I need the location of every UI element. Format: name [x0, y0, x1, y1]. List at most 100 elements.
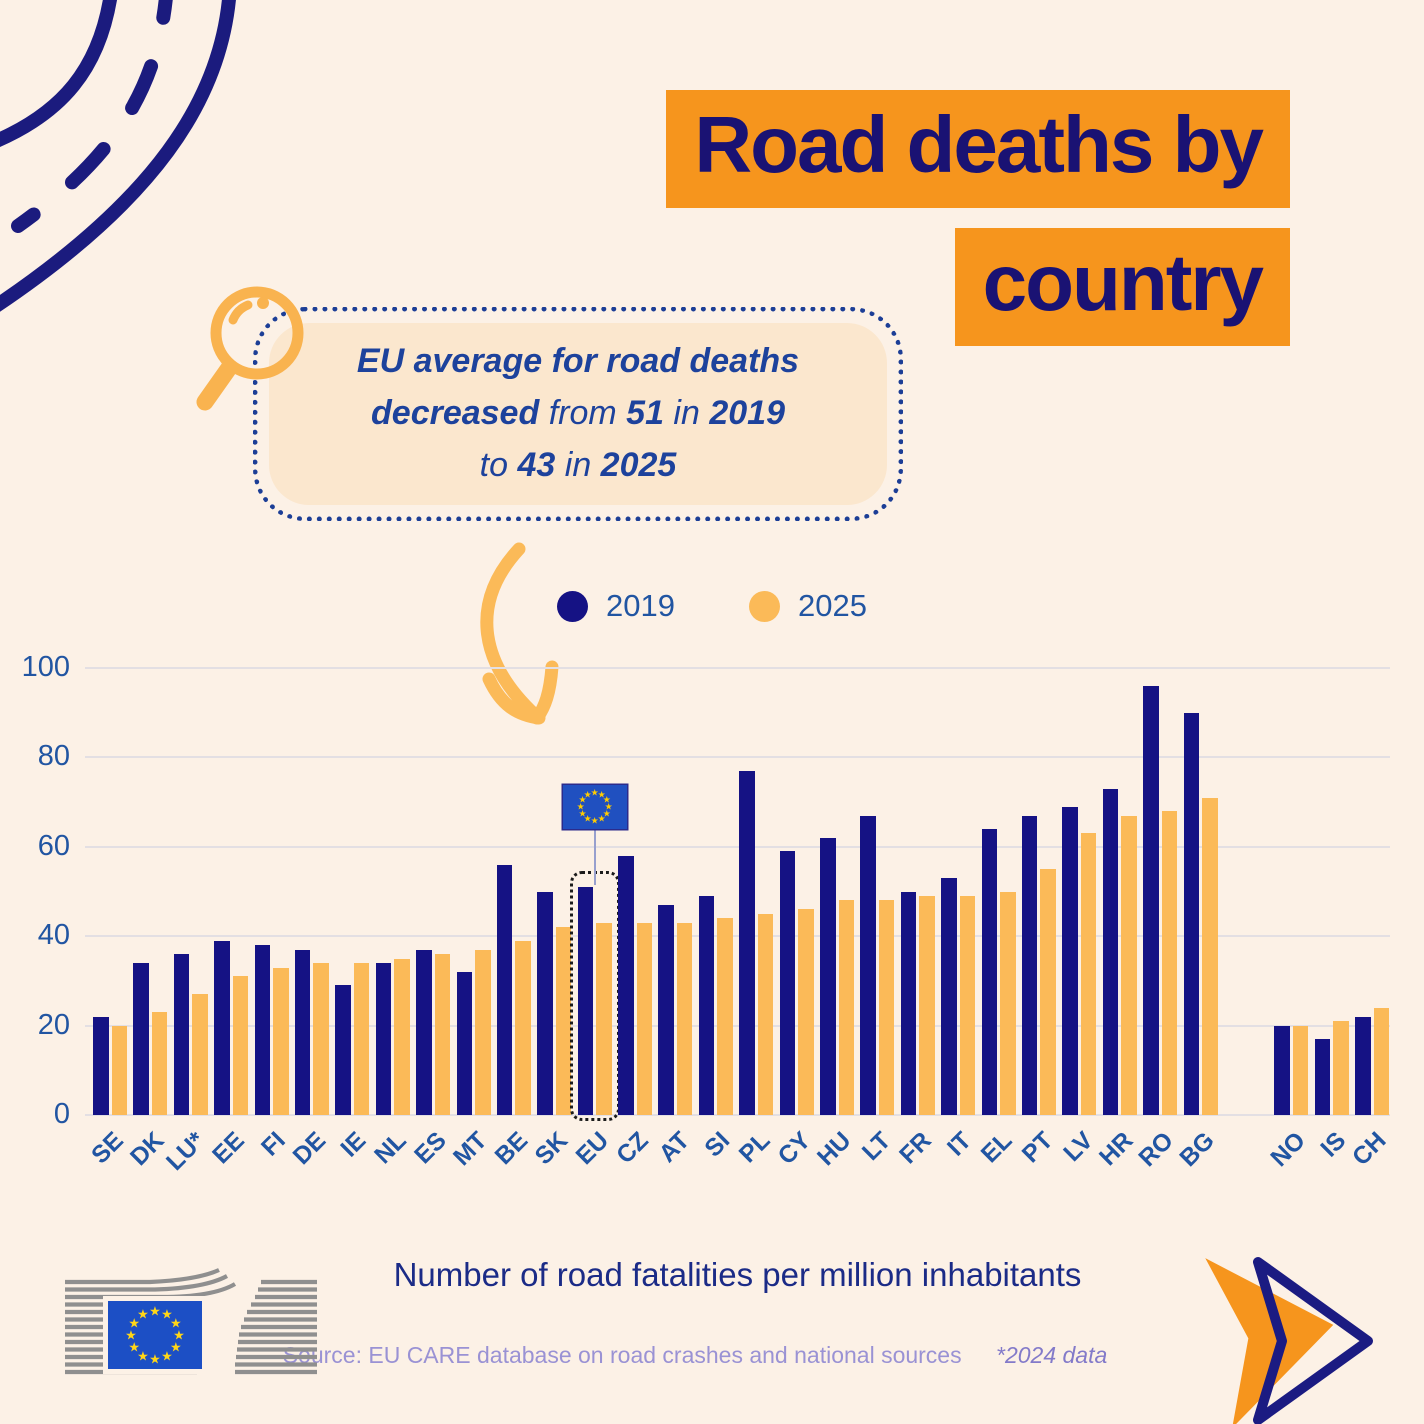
bar-group-pt: PT [1017, 668, 1058, 1168]
bar-it-2025 [959, 895, 976, 1115]
flag-star-icon: ★ [128, 1315, 141, 1331]
xlabel-is: IS [1315, 1127, 1351, 1163]
flag-star-icon: ★ [137, 1348, 149, 1364]
xlabel-cz: CZ [611, 1127, 655, 1170]
legend-item-2019: 2019 [557, 588, 675, 624]
bar-no-2019 [1274, 1025, 1290, 1115]
xlabel-sk: SK [530, 1127, 574, 1171]
legend-dot-2025-icon [749, 590, 780, 622]
xlabel-es: ES [410, 1127, 453, 1170]
xlabel-se: SE [86, 1127, 130, 1170]
flag-star-icon: ★ [576, 801, 585, 812]
bar-si-2025 [717, 918, 733, 1115]
flag-star-icon: ★ [128, 1339, 141, 1355]
bar-es-2025 [434, 954, 451, 1115]
axis-description: Number of road fatalities per million in… [393, 1256, 1082, 1293]
bar-bg-2025 [1202, 797, 1218, 1115]
data-note: *2024 data [996, 1342, 1108, 1368]
bar-bg-2019 [1183, 712, 1200, 1115]
bar-group-lu: LU* [161, 668, 210, 1176]
bar-lv-2025 [1080, 833, 1097, 1115]
bar-hr-2025 [1121, 815, 1137, 1115]
eu-flag-icon: ★ ★ ★ ★ ★ ★ ★ ★ ★ ★ ★ ★ [562, 785, 627, 830]
bar-fr-2025 [919, 895, 935, 1115]
bar-cy-2019 [779, 851, 796, 1115]
flag-star-icon: ★ [169, 1315, 182, 1331]
ec-logo-flag-icon: ★ ★ ★ ★ ★ ★ ★ ★ ★ ★ ★ ★ [103, 1296, 207, 1374]
bar-el-2025 [1000, 891, 1016, 1115]
ytick-60: 60 [37, 829, 70, 862]
bar-ie-2019 [335, 985, 351, 1115]
xlabel-at: AT [653, 1127, 695, 1168]
xlabel-si: SI [699, 1127, 735, 1163]
legend-label-2019: 2019 [606, 588, 675, 623]
bar-is-2025 [1333, 1021, 1349, 1115]
xlabel-hr: HR [1094, 1127, 1139, 1172]
bar-eu-2025 [596, 922, 612, 1115]
bar-it-2019 [941, 878, 957, 1115]
bar-group-pl: PL [734, 668, 775, 1168]
bar-group-cy: CY [773, 668, 816, 1170]
bar-group-de: DE [288, 668, 331, 1170]
xlabel-fr: FR [894, 1127, 937, 1170]
page-title-line-1: Road deaths by [666, 90, 1290, 209]
y-axis: 0 20 40 60 80 100 [12, 651, 70, 1130]
bar-group-it: IT [941, 668, 977, 1161]
legend-dot-2019-icon [557, 590, 589, 622]
bar-lu-2019 [173, 954, 190, 1115]
xlabel-bg: BG [1174, 1127, 1220, 1173]
flag-star-icon: ★ [602, 808, 611, 819]
flag-star-icon: ★ [161, 1306, 173, 1322]
bar-sk-2019 [537, 891, 553, 1115]
xlabel-mt: MT [448, 1127, 493, 1172]
road-illustration-icon [0, 0, 236, 312]
bar-cz-2025 [636, 922, 653, 1115]
bar-group-ee: EE [208, 668, 250, 1169]
bar-group-at: AT [654, 668, 695, 1168]
xlabel-ie: IE [335, 1127, 372, 1163]
bar-group-nl: NL [370, 668, 412, 1169]
flag-star-icon: ★ [169, 1339, 182, 1355]
plot-area: SE DK LU* EE FI DE IE NL ES MT BE SK ★ ★ ★ ★ ★ ★ ★ ★ ★ ★ ★ ★ EU C… [85, 667, 1391, 1176]
flag-star-icon: ★ [578, 794, 587, 805]
bar-mt-2025 [475, 949, 491, 1115]
xlabel-ee: EE [208, 1127, 251, 1170]
bar-group-sk: SK [530, 668, 573, 1170]
magnifier-icon [196, 286, 304, 411]
bar-at-2019 [658, 904, 674, 1115]
bar-group-el: EL [976, 668, 1018, 1168]
flag-star-icon: ★ [583, 789, 592, 800]
bar-pt-2019 [1021, 815, 1038, 1115]
flag-star-icon: ★ [602, 794, 611, 805]
bar-dk-2025 [151, 1012, 168, 1115]
legend-item-2025: 2025 [749, 588, 867, 624]
bar-lt-2019 [860, 815, 876, 1115]
flag-star-icon: ★ [149, 1303, 161, 1319]
eu-average-callout: EU average for road deaths decreased from… [253, 307, 903, 521]
bar-sk-2025 [555, 927, 572, 1115]
xlabel-be: BE [489, 1127, 533, 1171]
bar-ie-2025 [353, 963, 370, 1115]
ytick-80: 80 [37, 740, 70, 773]
xlabel-eu: EU [570, 1127, 614, 1171]
xlabel-pl: PL [734, 1127, 776, 1169]
bar-group-eu: ★ ★ ★ ★ ★ ★ ★ ★ ★ ★ ★ ★ EU [562, 668, 627, 1170]
bar-group-mt: MT [449, 668, 493, 1171]
xlabel-nl: NL [369, 1127, 412, 1170]
bar-group-dk: DK [125, 668, 169, 1171]
bar-lt-2025 [878, 900, 895, 1115]
bar-be-2019 [496, 864, 513, 1115]
callout-line: EU average for road deaths [356, 342, 800, 381]
bar-group-fr: FR [895, 668, 937, 1169]
xlabel-fi: FI [256, 1127, 291, 1162]
xlabel-lu: LU* [160, 1127, 210, 1176]
flag-star-icon: ★ [161, 1348, 173, 1364]
bar-nl-2019 [375, 963, 392, 1115]
xlabel-hu: HU [812, 1127, 857, 1172]
source-line: Source: EU CARE database on road crashes… [0, 1342, 1390, 1369]
bar-se-2025 [111, 1025, 127, 1115]
bar-group-si: SI [698, 668, 735, 1162]
forward-arrow-icon [1205, 1257, 1373, 1424]
flag-star-icon: ★ [590, 815, 599, 826]
